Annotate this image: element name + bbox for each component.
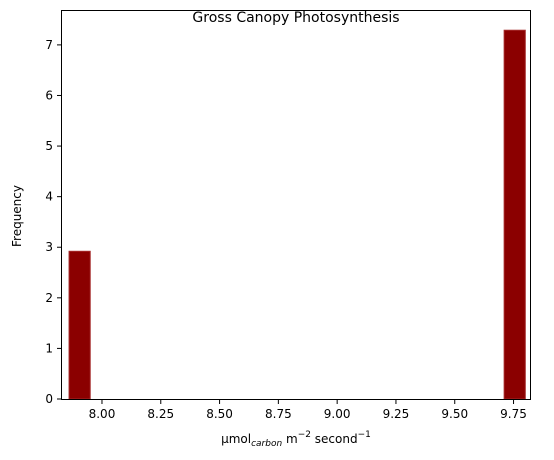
- x-tick-label: 8.75: [265, 407, 292, 421]
- x-tick-label: 8.00: [89, 407, 116, 421]
- y-axis-ticks: 0 1 2 3 4 5 6 7: [45, 38, 62, 406]
- x-tick-label: 8.25: [147, 407, 174, 421]
- x-tick-label: 9.25: [383, 407, 410, 421]
- histogram-bar-2: [503, 29, 526, 400]
- bars-layer: [68, 29, 526, 400]
- y-tick-label: 7: [45, 38, 53, 52]
- chart-title: Gross Canopy Photosynthesis: [192, 10, 399, 26]
- y-tick-label: 5: [45, 139, 53, 153]
- x-axis-label-subscript: carbon: [251, 439, 282, 449]
- y-tick-label: 1: [45, 341, 53, 355]
- x-axis-label: µmolcarbon m−2 second−1: [221, 430, 371, 449]
- y-tick-label: 3: [45, 240, 53, 254]
- y-tick-label: 6: [45, 88, 53, 102]
- x-axis-label-base: µmol: [221, 432, 251, 446]
- x-axis-label-exp-m: −2: [298, 430, 311, 440]
- x-axis-label-unit-s: second: [311, 432, 358, 446]
- x-tick-label: 9.75: [500, 407, 527, 421]
- x-tick-label: 9.00: [324, 407, 351, 421]
- y-tick-label: 4: [45, 190, 53, 204]
- histogram-bar-1: [68, 250, 91, 400]
- x-tick-label: 8.50: [206, 407, 233, 421]
- x-axis-label-exp-s: −1: [358, 430, 371, 440]
- y-tick-label: 2: [45, 291, 53, 305]
- x-axis-ticks: 8.00 8.25 8.50 8.75 9.00 9.25 9.50 9.75: [89, 399, 527, 421]
- x-axis-label-unit-m: m: [282, 432, 298, 446]
- y-tick-label: 0: [45, 392, 53, 406]
- y-axis-label: Frequency: [10, 185, 24, 247]
- x-tick-label: 9.50: [441, 407, 468, 421]
- plot-area-frame: [61, 10, 531, 400]
